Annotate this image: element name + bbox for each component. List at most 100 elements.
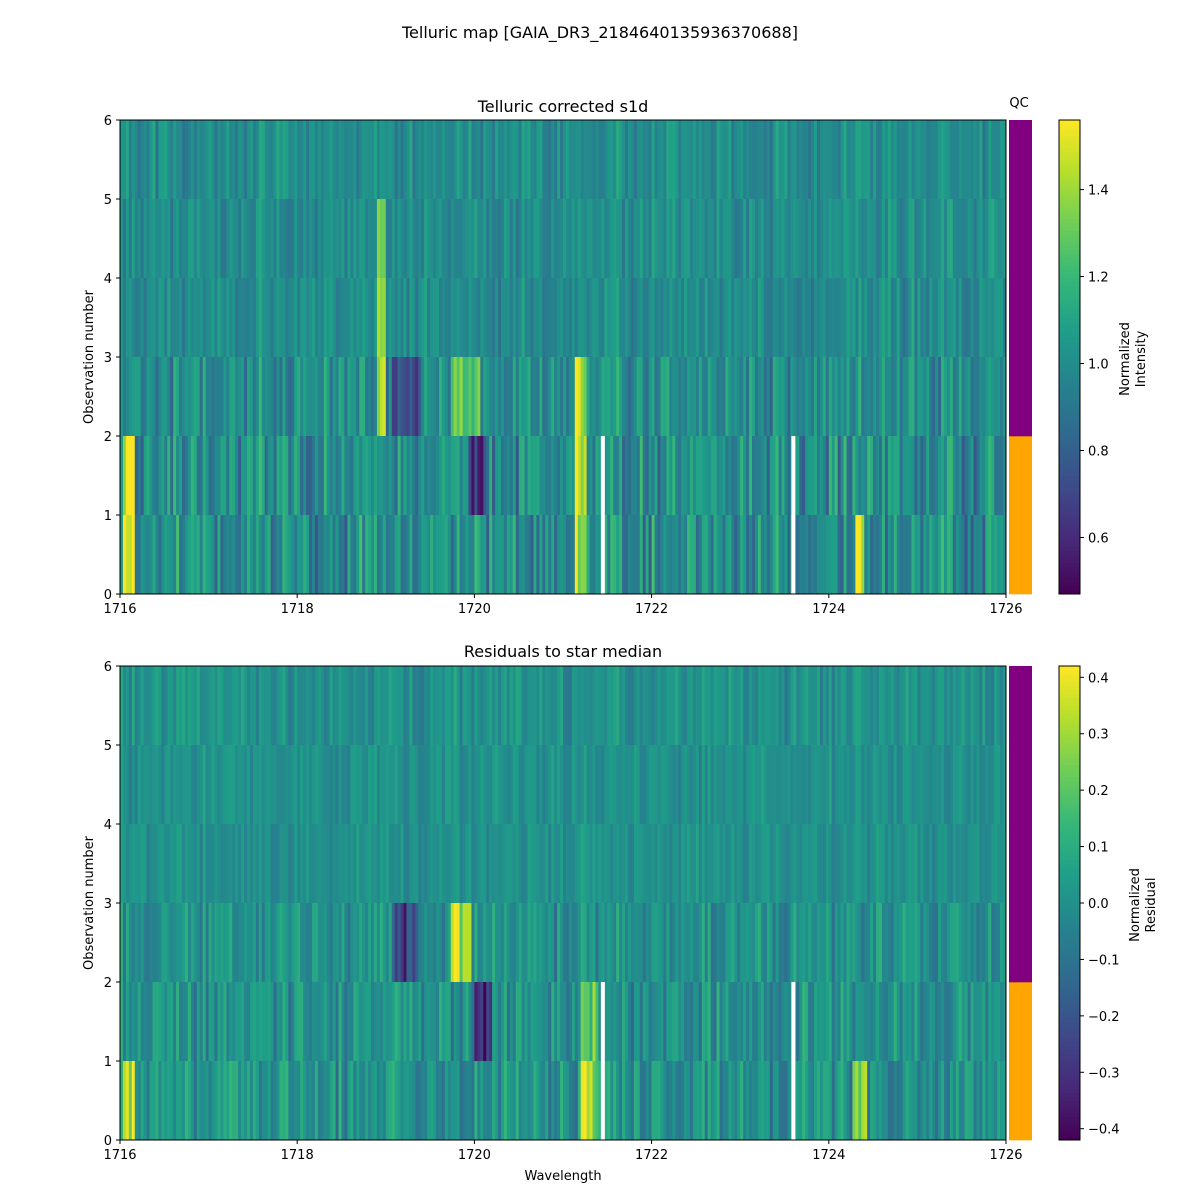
heatmap-cell [879, 745, 883, 824]
heatmap-cell [816, 278, 821, 357]
heatmap-cell [471, 824, 475, 903]
heatmap-cell [480, 278, 484, 357]
heatmap-cell [134, 903, 139, 982]
heatmap-cell [530, 903, 534, 982]
heatmap-cell [651, 278, 655, 357]
heatmap-cell [545, 515, 549, 594]
heatmap-cell [648, 666, 652, 745]
colorbar-segment [1059, 780, 1080, 785]
heatmap-cell [131, 982, 136, 1061]
heatmap-cell [279, 982, 283, 1061]
heatmap-cell [403, 199, 407, 278]
heatmap-cell [840, 357, 844, 436]
heatmap-cell [291, 745, 295, 824]
heatmap-cell [914, 436, 918, 515]
colorbar-segment [1059, 293, 1080, 299]
heatmap-cell [802, 199, 806, 278]
heatmap-cell [825, 120, 830, 199]
heatmap-cell [503, 982, 508, 1061]
heatmap-cell [530, 120, 534, 199]
heatmap-cell [757, 199, 762, 278]
heatmap-cell [689, 982, 694, 1061]
heatmap-cell [887, 745, 892, 824]
heatmap-cell [881, 515, 886, 594]
heatmap-cell [208, 199, 212, 278]
colorbar-segment [1059, 669, 1080, 675]
heatmap-cell [438, 436, 443, 515]
heatmap-cell [790, 745, 794, 824]
colorbar-segment [1059, 538, 1080, 544]
heatmap-cell [911, 982, 915, 1061]
heatmap-cell [955, 436, 960, 515]
heatmap-cell [799, 436, 803, 515]
heatmap-cell [518, 436, 523, 515]
heatmap-cell [524, 120, 528, 199]
heatmap-cell [190, 357, 195, 436]
heatmap-cell [855, 199, 859, 278]
heatmap-cell [382, 436, 387, 515]
heatmap-cell [255, 1061, 260, 1140]
heatmap-cell [719, 436, 723, 515]
heatmap-cell [1000, 436, 1004, 515]
heatmap-cell [418, 1061, 422, 1140]
heatmap-cell [763, 824, 768, 903]
heatmap-cell [811, 666, 815, 745]
heatmap-cell [161, 824, 165, 903]
heatmap-cell [196, 436, 201, 515]
heatmap-cell [323, 436, 328, 515]
heatmap-cell [527, 278, 531, 357]
heatmap-cell [480, 824, 484, 903]
heatmap-cell [173, 745, 177, 824]
heatmap-cell [687, 436, 691, 515]
heatmap-cell [589, 1061, 593, 1140]
heatmap-cell [202, 199, 207, 278]
data-gap [791, 436, 796, 515]
colorbar-segment [1059, 934, 1080, 940]
heatmap-cell [273, 824, 277, 903]
heatmap-cell [270, 120, 274, 199]
heatmap-cell [929, 278, 933, 357]
heatmap-cell [651, 357, 655, 436]
heatmap-cell [630, 666, 635, 745]
heatmap-cell [323, 199, 328, 278]
heatmap-cell [651, 903, 655, 982]
heatmap-cell [438, 982, 443, 1061]
heatmap-cell [391, 745, 396, 824]
heatmap-cell [249, 666, 254, 745]
heatmap-cell [427, 120, 431, 199]
heatmap-cell [382, 745, 387, 824]
heatmap-cell [421, 1061, 425, 1140]
heatmap-cell [822, 436, 827, 515]
heatmap-cell [994, 903, 998, 982]
heatmap-cell [512, 745, 517, 824]
heatmap-cell [400, 278, 404, 357]
heatmap-cell [474, 982, 478, 1061]
heatmap-cell [382, 278, 387, 357]
heatmap-cell [317, 982, 322, 1061]
heatmap-cell [616, 824, 620, 903]
heatmap-cell [235, 745, 239, 824]
heatmap-cell [678, 120, 682, 199]
heatmap-cell [241, 357, 245, 436]
heatmap-cell [923, 745, 927, 824]
heatmap-cell [890, 278, 895, 357]
heatmap-cell [630, 1061, 635, 1140]
heatmap-cell [846, 120, 850, 199]
heatmap-cell [722, 278, 726, 357]
colorbar-tick-label: 0.0 [1088, 897, 1109, 912]
heatmap-cell [749, 436, 753, 515]
heatmap-cell [291, 515, 295, 594]
heatmap-cell [542, 278, 546, 357]
heatmap-cell [899, 903, 904, 982]
heatmap-cell [471, 903, 475, 982]
heatmap-cell [610, 824, 614, 903]
heatmap-cell [548, 1061, 552, 1140]
colorbar-segment [1059, 1120, 1080, 1125]
heatmap-cell [255, 745, 260, 824]
heatmap-cell [388, 903, 393, 982]
heatmap-cell [970, 745, 974, 824]
heatmap-cell [300, 515, 304, 594]
heatmap-cell [326, 199, 331, 278]
heatmap-cell [208, 745, 212, 824]
heatmap-cell [385, 278, 390, 357]
